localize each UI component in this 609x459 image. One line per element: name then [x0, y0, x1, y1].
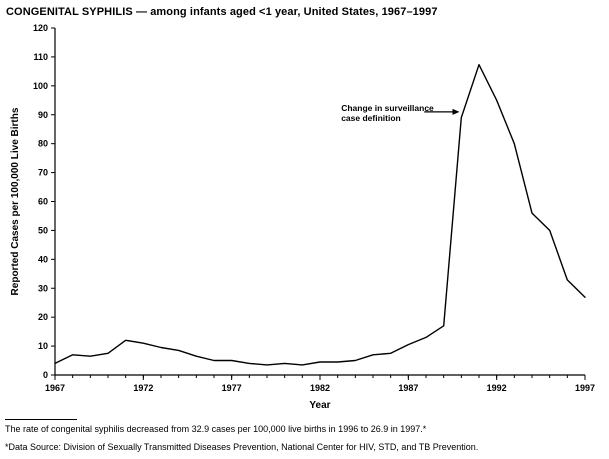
svg-text:60: 60 [38, 197, 48, 207]
svg-text:120: 120 [33, 23, 48, 33]
svg-text:Reported Cases per 100,000 Liv: Reported Cases per 100,000 Live Births [10, 107, 21, 295]
footnote-separator [5, 419, 77, 420]
svg-text:1967: 1967 [45, 383, 65, 393]
svg-text:case definition: case definition [341, 113, 401, 123]
svg-text:10: 10 [38, 341, 48, 351]
svg-text:Year: Year [309, 400, 330, 411]
svg-text:1982: 1982 [310, 383, 330, 393]
svg-text:Change in surveillance: Change in surveillance [341, 103, 434, 113]
svg-text:100: 100 [33, 81, 48, 91]
svg-text:80: 80 [38, 139, 48, 149]
svg-text:1992: 1992 [487, 383, 507, 393]
svg-text:110: 110 [33, 52, 48, 62]
svg-text:20: 20 [38, 312, 48, 322]
svg-text:0: 0 [43, 370, 48, 380]
svg-text:30: 30 [38, 283, 48, 293]
page-title: CONGENITAL SYPHILIS — among infants aged… [6, 6, 438, 18]
svg-text:50: 50 [38, 225, 48, 235]
footnote-source: *Data Source: Division of Sexually Trans… [5, 442, 479, 452]
svg-text:1977: 1977 [222, 383, 242, 393]
svg-text:90: 90 [38, 110, 48, 120]
svg-text:1972: 1972 [133, 383, 153, 393]
svg-text:40: 40 [38, 254, 48, 264]
svg-text:1997: 1997 [575, 383, 595, 393]
footnote-rate: The rate of congenital syphilis decrease… [5, 424, 427, 434]
svg-text:1987: 1987 [398, 383, 418, 393]
chart-svg: 0 10 20 30 40 50 60 70 80 90 100 110 120 1967 1972 1977… [10, 23, 595, 411]
svg-text:70: 70 [38, 168, 48, 178]
